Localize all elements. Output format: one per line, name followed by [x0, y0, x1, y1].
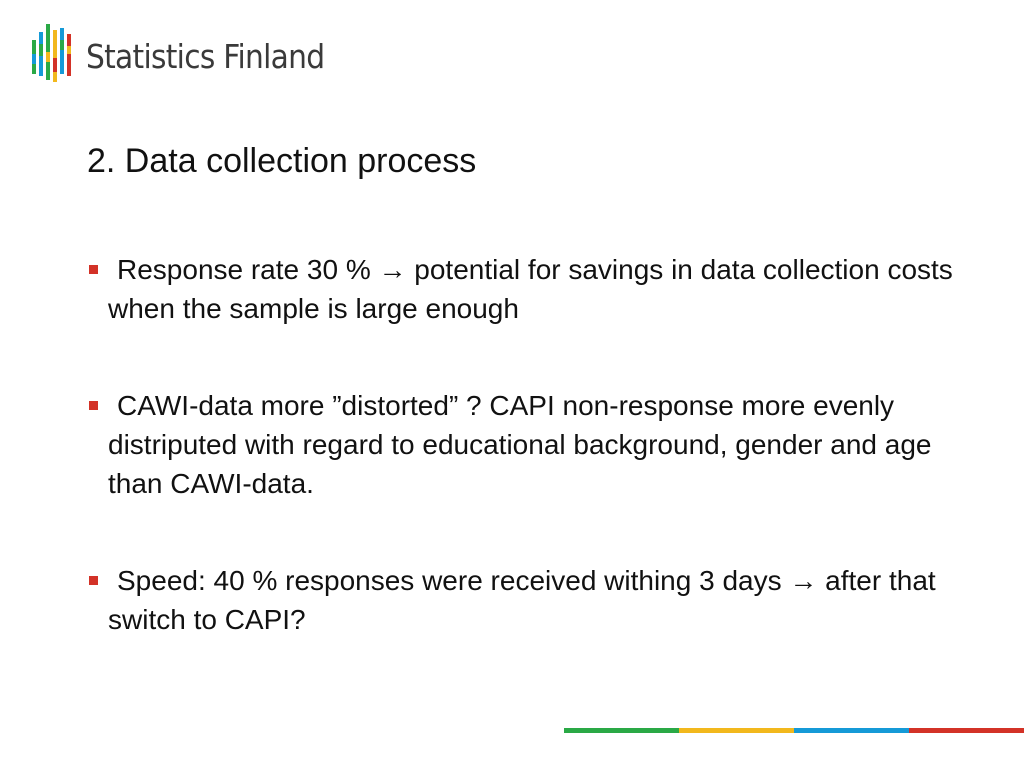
bullet-item: Speed: 40 % responses were received with…	[89, 561, 988, 639]
square-bullet-icon	[89, 576, 98, 585]
bullet-text: CAWI-data more ”distorted” ? CAPI non-re…	[108, 390, 932, 499]
color-bar-segment	[679, 728, 794, 733]
bullet-list: Response rate 30 % → potential for savin…	[89, 250, 988, 639]
bullet-text: Speed: 40 % responses were received with…	[108, 565, 936, 635]
color-bar-segment	[794, 728, 909, 733]
bullet-text: Response rate 30 % → potential for savin…	[108, 254, 953, 324]
slide-title: 2. Data collection process	[87, 142, 477, 180]
statistics-finland-logo: Statistics Finland	[30, 24, 351, 88]
square-bullet-icon	[89, 401, 98, 410]
color-bar-segment	[909, 728, 1024, 733]
footer-color-bar	[564, 728, 1024, 733]
bullet-item: CAWI-data more ”distorted” ? CAPI non-re…	[89, 386, 988, 503]
logo-wordmark: Statistics Finland	[86, 36, 325, 76]
statistics-finland-logo-icon	[32, 24, 71, 82]
color-bar-segment	[564, 728, 679, 733]
square-bullet-icon	[89, 265, 98, 274]
bullet-item: Response rate 30 % → potential for savin…	[89, 250, 988, 328]
